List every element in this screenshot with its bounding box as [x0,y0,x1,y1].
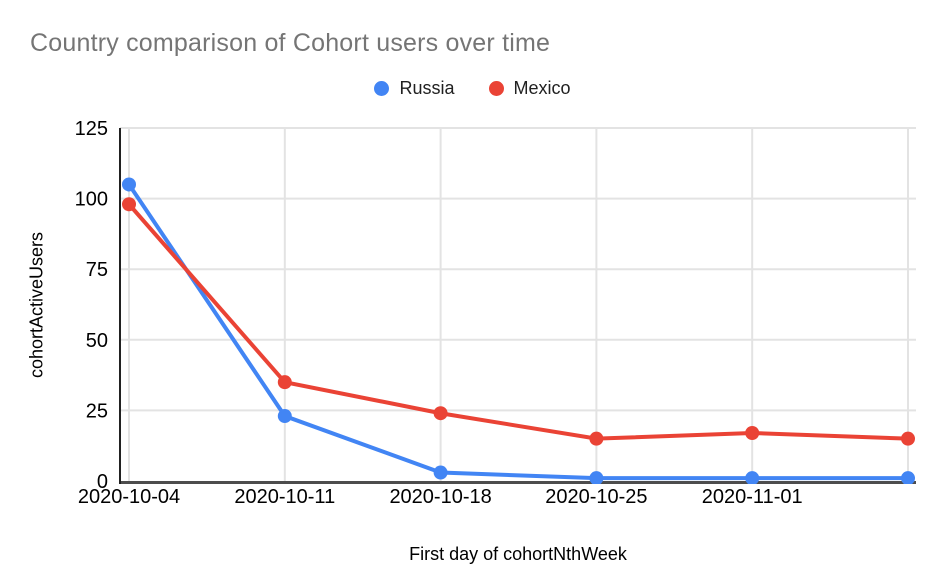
y-tick-label: 50 [86,330,108,352]
y-tick-label: 125 [75,118,108,140]
mexico-data-point [901,431,915,446]
russia-data-point [745,471,760,484]
mexico-series-line [127,202,909,441]
legend-item-mexico: Mexico [488,77,571,99]
y-tick-label: 100 [75,189,108,211]
chart-legend: Russia Mexico [0,77,945,99]
russia-data-point [901,471,915,484]
x-tick-label: 2020-10-25 [545,486,647,508]
russia-series-swatch [374,80,390,96]
x-axis-title: First day of cohortNthWeek [409,544,627,564]
mexico-series-label: Mexico [513,77,571,98]
y-tick-label: 75 [86,259,108,281]
legend-item-russia: Russia [374,77,455,99]
russia-series-label: Russia [399,77,455,98]
y-tick-label: 25 [86,400,108,422]
russia-data-point [277,409,292,424]
russia-data-point [589,471,604,484]
mexico-data-point [277,375,292,390]
mexico-data-point [433,406,448,421]
mexico-series-swatch [488,80,504,96]
chart-title: Country comparison of Cohort users over … [30,29,551,57]
russia-data-point [433,465,448,480]
y-tick-label: 0 [97,471,108,493]
mexico-data-point [745,425,760,440]
mexico-data-point [122,197,136,212]
x-tick-label: 2020-10-18 [389,486,491,508]
mexico-data-point [589,431,604,446]
russia-series-line [127,183,908,481]
x-tick-label: 2020-10-11 [234,486,335,508]
russia-data-point [122,177,136,192]
x-tick-label: 2020-10-04 [78,486,180,508]
x-tick-label: 2020-11-01 [702,486,803,508]
